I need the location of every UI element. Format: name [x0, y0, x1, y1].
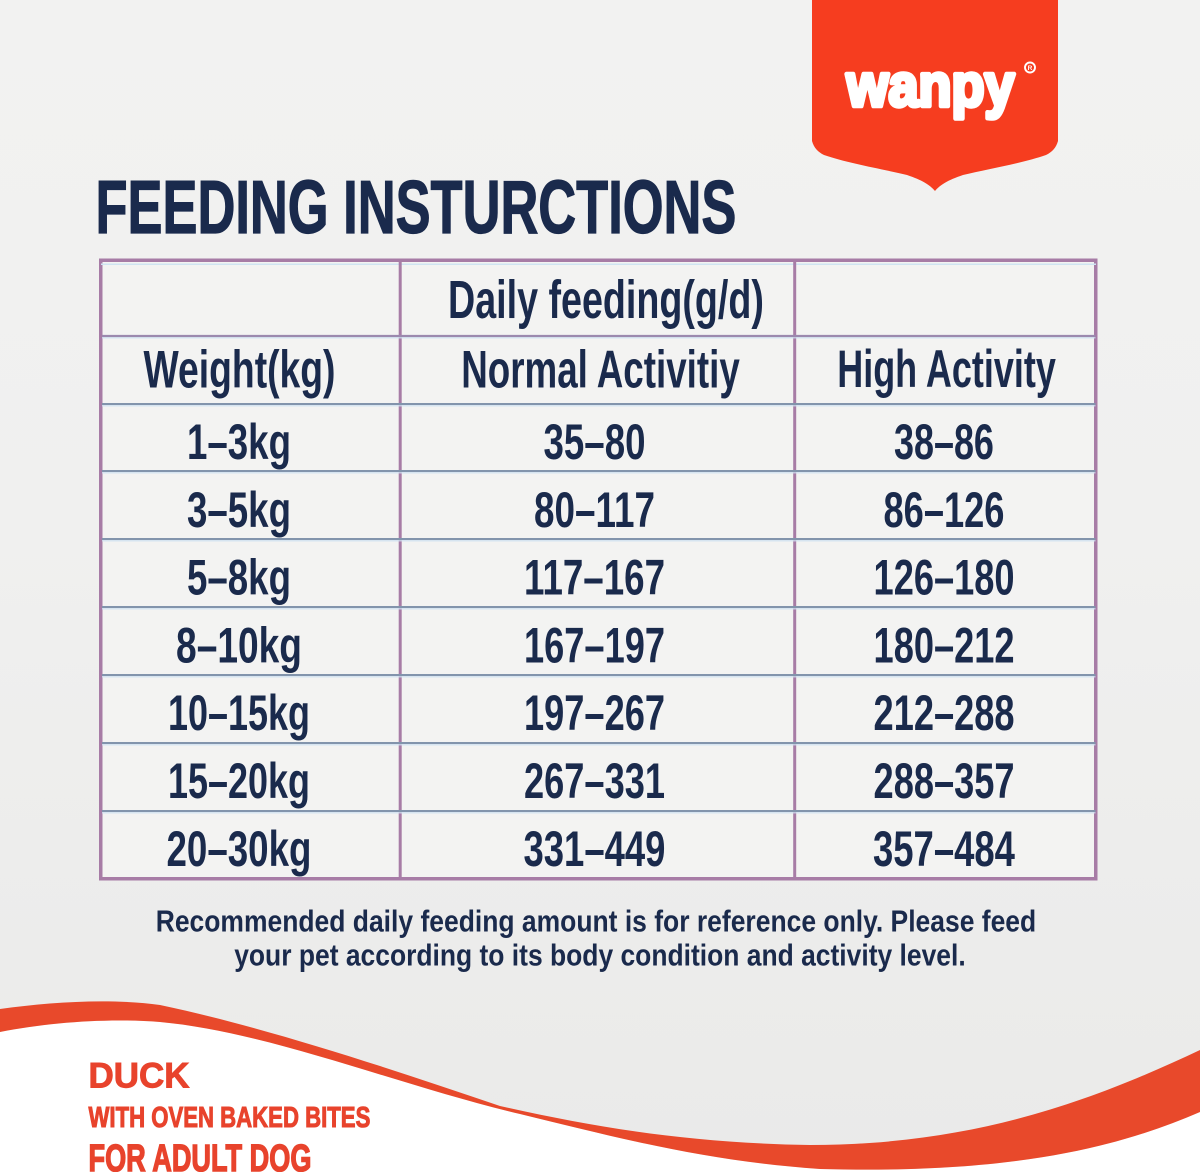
svg-text:3–5kg: 3–5kg — [187, 482, 291, 538]
svg-text:117–167: 117–167 — [524, 550, 665, 606]
svg-text:167–197: 167–197 — [524, 618, 665, 674]
svg-text:35–80: 35–80 — [544, 415, 646, 471]
svg-text:267–331: 267–331 — [524, 753, 665, 809]
svg-text:Weight(kg): Weight(kg) — [144, 340, 336, 399]
svg-text:126–180: 126–180 — [874, 550, 1015, 606]
svg-text:High Activity: High Activity — [837, 339, 1056, 399]
svg-text:180–212: 180–212 — [874, 618, 1015, 674]
svg-text:197–267: 197–267 — [524, 686, 665, 742]
svg-text:86–126: 86–126 — [884, 482, 1005, 538]
svg-text:331–449: 331–449 — [523, 821, 665, 877]
svg-text:your pet according to its body: your pet according to its body condition… — [234, 939, 965, 973]
svg-text:15–20kg: 15–20kg — [168, 754, 310, 809]
svg-text:80–117: 80–117 — [534, 482, 655, 538]
svg-text:FEEDING INSTURCTIONS: FEEDING INSTURCTIONS — [96, 165, 737, 250]
svg-text:Recommended daily feeding amou: Recommended daily feeding amount is for … — [156, 905, 1036, 939]
svg-text:8–10kg: 8–10kg — [176, 618, 302, 674]
svg-text:5–8kg: 5–8kg — [187, 550, 291, 606]
svg-text:212–288: 212–288 — [874, 686, 1015, 742]
svg-text:Normal Activitiy: Normal Activitiy — [461, 340, 740, 399]
svg-text:Daily feeding(g/d): Daily feeding(g/d) — [448, 269, 764, 329]
svg-text:R: R — [1028, 65, 1033, 72]
svg-text:DUCK: DUCK — [89, 1056, 190, 1095]
svg-text:288–357: 288–357 — [874, 753, 1015, 809]
svg-text:357–484: 357–484 — [873, 821, 1016, 877]
svg-text:38–86: 38–86 — [894, 415, 994, 470]
svg-text:20–30kg: 20–30kg — [166, 822, 311, 878]
svg-text:10–15kg: 10–15kg — [168, 687, 310, 742]
svg-text:WITH OVEN BAKED BITES: WITH OVEN BAKED BITES — [89, 1102, 371, 1133]
svg-text:1–3kg: 1–3kg — [187, 415, 291, 471]
svg-text:FOR ADULT DOG: FOR ADULT DOG — [89, 1136, 312, 1172]
svg-text:wanpy: wanpy — [846, 52, 1015, 119]
